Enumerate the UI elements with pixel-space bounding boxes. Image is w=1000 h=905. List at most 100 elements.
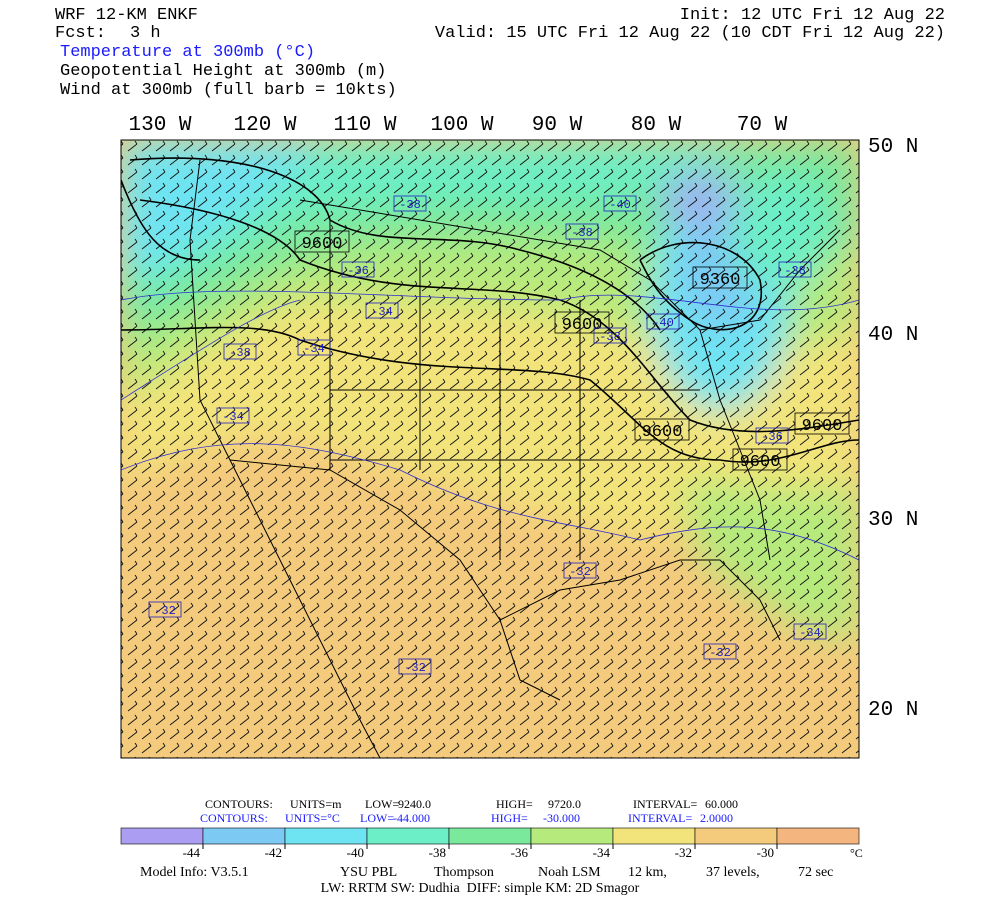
- init-time: Init: 12 UTC Fri 12 Aug 22: [680, 6, 945, 25]
- longitude-label: 90 W: [532, 114, 583, 137]
- height-contour-info: CONTOURS:: [205, 797, 273, 811]
- temperature-label: -34: [799, 626, 821, 640]
- colorbar-label: -42: [265, 845, 282, 860]
- field-wind: Wind at 300mb (full barb = 10kts): [60, 81, 397, 100]
- height-label: 9600: [802, 417, 843, 436]
- height-contour-info: 60.000: [705, 797, 738, 811]
- temperature-label-box: [223, 343, 257, 360]
- temperature-label-box: [703, 643, 737, 660]
- colorbar-bin: [366, 827, 450, 845]
- temperature-label-box: [778, 261, 812, 278]
- height-contour-info: 9720.0: [548, 797, 581, 811]
- height-label: 9600: [302, 235, 343, 254]
- temperature-label: -32: [709, 646, 731, 660]
- latitude-label: 20 N: [868, 699, 918, 722]
- colorbar-label: -32: [675, 845, 692, 860]
- height-label: 9360: [700, 271, 741, 290]
- physics-info: LW: RRTM SW: Dudhia DIFF: simple KM: 2D …: [321, 881, 640, 896]
- temperature-label: -32: [569, 565, 591, 579]
- colorbar-bin: [120, 827, 204, 845]
- temperature-label-box: [793, 623, 827, 640]
- temperature-contour-info: INTERVAL=: [628, 811, 692, 825]
- colorbar-bin: [202, 827, 286, 845]
- temperature-label-box: [593, 327, 627, 344]
- longitude-label: 130 W: [128, 114, 191, 137]
- forecast-label: Fcst:: [55, 24, 106, 43]
- temperature-contour-info: HIGH=: [491, 811, 528, 825]
- colorbar: -44 -42 -40 -38 -36 -34 -32 -30 °C: [120, 827, 863, 860]
- height-label: 9600: [642, 423, 683, 442]
- colorbar-bin: [694, 827, 778, 845]
- temperature-label: -34: [303, 342, 325, 356]
- colorbar-label: -38: [429, 845, 446, 860]
- temperature-label: -38: [229, 346, 251, 360]
- temperature-contour-info: 2.0000: [700, 811, 733, 825]
- temperature-label: -34: [371, 305, 393, 319]
- colorbar-label: -44: [183, 845, 201, 860]
- colorbar-unit: °C: [850, 846, 863, 860]
- colorbar-bin: [530, 827, 614, 845]
- temperature-label: -38: [399, 198, 421, 212]
- temperature-label: -38: [784, 264, 806, 278]
- temperature-label-box: [603, 195, 637, 212]
- latitude-label: 50 N: [868, 136, 918, 159]
- colorbar-bin: [776, 827, 860, 845]
- colorbar-bin: [612, 827, 696, 845]
- temperature-label: -40: [652, 316, 674, 330]
- temperature-label: -36: [347, 264, 369, 278]
- contour-info: CONTOURS: UNITS=m LOW=9240.0 HIGH= 9720.0 INT…: [200, 797, 738, 825]
- height-contour-info: 9240.0: [398, 797, 431, 811]
- longitude-label: 80 W: [631, 114, 682, 137]
- model-title: WRF 12-KM ENKF: [55, 6, 198, 25]
- longitude-label: 120 W: [233, 114, 296, 137]
- colorbar-bin: [448, 827, 532, 845]
- temperature-label-box: [755, 427, 789, 444]
- footer: Model Info: V3.5.1 YSU PBL Thompson Noah LS…: [140, 865, 833, 896]
- longitude-label: 100 W: [430, 114, 493, 137]
- colorbar-label: -30: [757, 845, 774, 860]
- height-contour-info: INTERVAL=: [633, 797, 697, 811]
- valid-time: Valid: 15 UTC Fri 12 Aug 22 (10 CDT Fri …: [435, 24, 945, 43]
- height-contour-info: LOW=: [365, 797, 399, 811]
- temperature-label-box: [563, 562, 597, 579]
- colorbar-label: -40: [347, 845, 364, 860]
- model-info: Thompson: [434, 865, 494, 880]
- temperature-contour-info: LOW=: [360, 811, 394, 825]
- forecast-hour: 3 h: [130, 24, 161, 43]
- model-info: Noah LSM: [538, 865, 601, 880]
- height-contour-info: HIGH=: [496, 797, 533, 811]
- height-label-box: [294, 230, 350, 253]
- latitude-label: 40 N: [868, 324, 918, 347]
- temperature-label: -32: [154, 604, 176, 618]
- colorbar-label: -34: [593, 845, 611, 860]
- temperature-label-box: [365, 302, 399, 319]
- temperature-label: -34: [222, 410, 244, 424]
- height-label-box: [554, 311, 610, 334]
- temperature-contour-info: -30.000: [543, 811, 580, 825]
- temperature-label-box: [565, 223, 599, 240]
- height-label-box: [692, 266, 748, 289]
- temperature-contour-info: CONTOURS:: [200, 811, 268, 825]
- temperature-label-box: [148, 601, 182, 618]
- temperature-label-box: [398, 658, 432, 675]
- model-info: 12 km,: [628, 865, 667, 880]
- height-contours: [121, 157, 859, 463]
- height-label-box: [732, 448, 788, 471]
- longitude-label: 110 W: [333, 114, 396, 137]
- temperature-contour-info: UNITS=°C: [285, 811, 340, 825]
- temperature-contours: [121, 290, 859, 561]
- model-info: 37 levels,: [706, 865, 760, 880]
- model-info: Model Info: V3.5.1: [140, 865, 249, 880]
- height-label: 9600: [740, 453, 781, 472]
- temperature-label: -36: [761, 430, 783, 444]
- map-axes: 130 W 120 W 110 W 100 W 90 W 80 W 70 W 50 N 40 N…: [128, 114, 918, 722]
- temperature-label-box: [216, 407, 250, 424]
- model-info: 72 sec: [798, 865, 833, 880]
- map-frame: [120, 139, 860, 759]
- temperature-label-box: [297, 339, 331, 356]
- temperature-label: -38: [571, 226, 593, 240]
- temperature-label-box: [393, 195, 427, 212]
- height-label-box: [634, 418, 690, 441]
